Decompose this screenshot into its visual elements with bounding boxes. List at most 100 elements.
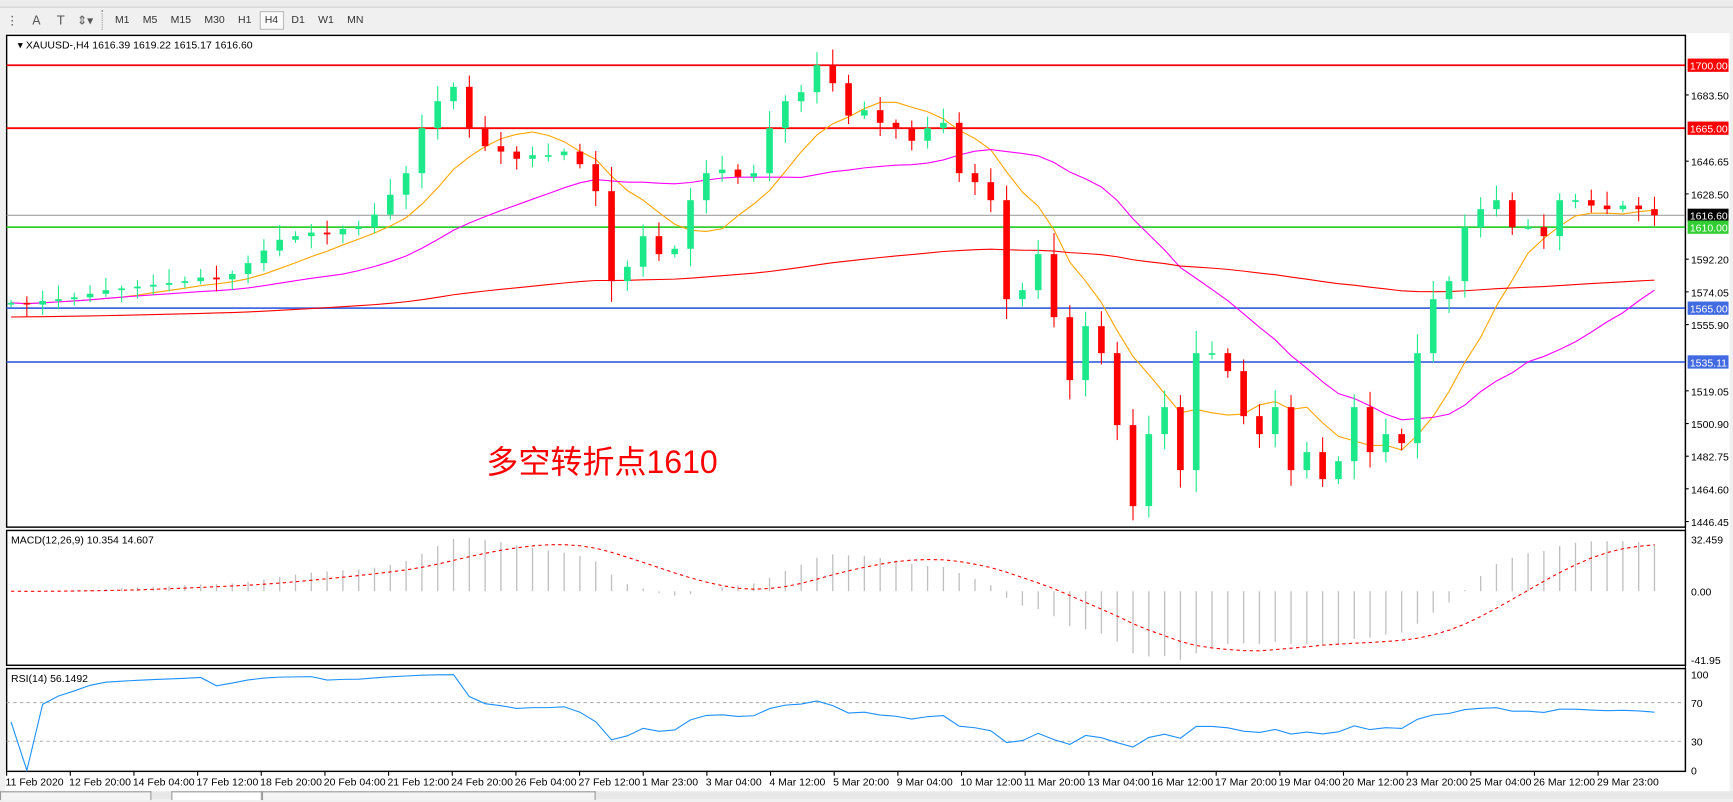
- candle-body: [1303, 452, 1311, 471]
- candle: [1161, 390, 1168, 450]
- candle-body: [1066, 317, 1074, 381]
- candle-body: [529, 155, 536, 159]
- candle-body: [513, 151, 521, 159]
- candle-body: [1414, 353, 1421, 444]
- candle-body: [1208, 353, 1216, 355]
- candle: [1098, 311, 1105, 365]
- timeframe-h1-button[interactable]: H1: [238, 13, 252, 26]
- candle: [371, 203, 378, 234]
- candle: [1366, 391, 1374, 468]
- price-tag-label: 1565.00: [1690, 305, 1728, 316]
- timeframe-mn-button[interactable]: MN: [347, 13, 364, 26]
- timeframe-w1-button[interactable]: W1: [318, 13, 334, 26]
- candle-body: [797, 92, 805, 102]
- candle-body: [545, 155, 552, 157]
- text-icon[interactable]: A: [32, 12, 41, 28]
- timeframe-m1-button[interactable]: M1: [114, 13, 130, 26]
- candle: [1319, 437, 1326, 487]
- candle: [418, 114, 426, 189]
- candle: [876, 96, 884, 137]
- symbol-label: XAUUSD-,H4: [26, 41, 90, 52]
- candle-body: [1019, 290, 1026, 300]
- candle: [1271, 390, 1279, 448]
- candle: [70, 292, 78, 306]
- timeframe-m5-button[interactable]: M5: [142, 13, 158, 26]
- price-tick-label: 1464.60: [1691, 485, 1729, 496]
- timeframe-h4-button[interactable]: H4: [259, 10, 284, 30]
- time-tick-label: 17 Mar 20:00: [1215, 778, 1277, 789]
- candle-body: [876, 110, 884, 123]
- top-toolbar-strip: [0, 0, 1733, 8]
- candle: [513, 146, 521, 170]
- candle-body: [1224, 353, 1232, 372]
- candle: [1508, 192, 1516, 235]
- price-tick-label: 1574.05: [1691, 288, 1729, 299]
- price-tick-label: 1500.90: [1691, 420, 1729, 431]
- candle-body: [1603, 205, 1611, 210]
- ma-mid-line: [11, 148, 1655, 421]
- arrows-icon[interactable]: ⇕▾: [76, 12, 94, 28]
- ma-fast-line: [11, 101, 1655, 451]
- candle-body: [1129, 425, 1137, 507]
- chart-window[interactable]: 1700.00 1665.00 1616.60 1610.00 1565.00 1535.…: [5, 33, 1730, 798]
- candle: [39, 290, 46, 315]
- candle-body: [23, 302, 31, 305]
- text-label-icon[interactable]: T: [57, 12, 65, 28]
- candle: [102, 278, 110, 297]
- candle: [1240, 359, 1247, 425]
- candle: [1113, 341, 1121, 441]
- time-tick-label: 5 Mar 20:00: [833, 778, 889, 789]
- candle: [276, 224, 284, 257]
- candle: [1398, 428, 1405, 451]
- candle-body: [861, 110, 868, 116]
- candle: [481, 116, 489, 152]
- macd-tick-label: -41.95: [1691, 656, 1721, 667]
- candle-body: [292, 236, 299, 240]
- candle: [608, 166, 615, 302]
- candle-body: [70, 297, 78, 300]
- price-tag-label: 1616.60: [1690, 212, 1728, 223]
- timeframe-m15-button[interactable]: M15: [170, 13, 192, 26]
- price-tag: [1687, 58, 1729, 72]
- indicator-panel: [5, 34, 1687, 528]
- chart-tab[interactable]: [261, 791, 596, 801]
- ohlc-values: 1616.39 1619.22 1615.17 1616.60: [92, 41, 253, 52]
- candle: [228, 270, 236, 290]
- time-tick-label: 11 Mar 20:00: [1024, 778, 1085, 789]
- candle-body: [1003, 200, 1010, 300]
- chart-tab-active[interactable]: [171, 791, 262, 801]
- candle: [1587, 189, 1595, 213]
- candle: [1493, 185, 1500, 217]
- candle: [766, 111, 773, 182]
- candle: [655, 222, 663, 261]
- candle: [924, 116, 931, 149]
- candle: [497, 132, 505, 164]
- candle: [386, 178, 394, 220]
- candle-body: [434, 101, 442, 129]
- grid-fill-icon[interactable]: ⋮: [6, 12, 19, 28]
- candle: [1129, 409, 1137, 521]
- indicator-panel: [5, 667, 1687, 773]
- time-tick-label: 17 Feb 12:00: [197, 778, 259, 789]
- candle: [1414, 334, 1421, 459]
- timeframe-buttons: M1 M5 M15 M30 H1 H4 D1 W1 MN: [108, 10, 370, 30]
- candle-body: [1540, 227, 1548, 237]
- timeframe-d1-button[interactable]: D1: [291, 13, 305, 26]
- candle: [450, 82, 457, 110]
- time-tick-label: 9 Mar 04:00: [897, 778, 953, 789]
- candle: [197, 269, 204, 285]
- candle: [118, 285, 125, 303]
- candle-body: [213, 277, 220, 280]
- candle-body: [1524, 227, 1532, 229]
- timeframe-m30-button[interactable]: M30: [204, 13, 225, 26]
- chart-tab[interactable]: [0, 791, 152, 801]
- candle: [592, 151, 600, 207]
- price-tick-label: 1646.65: [1691, 158, 1729, 169]
- candle-body: [371, 214, 378, 228]
- time-tick-label: 12 Feb 20:00: [69, 778, 131, 789]
- candle-body: [1287, 407, 1295, 471]
- candle: [339, 225, 347, 244]
- candle: [1034, 239, 1042, 299]
- rsi-line: [10, 674, 1655, 773]
